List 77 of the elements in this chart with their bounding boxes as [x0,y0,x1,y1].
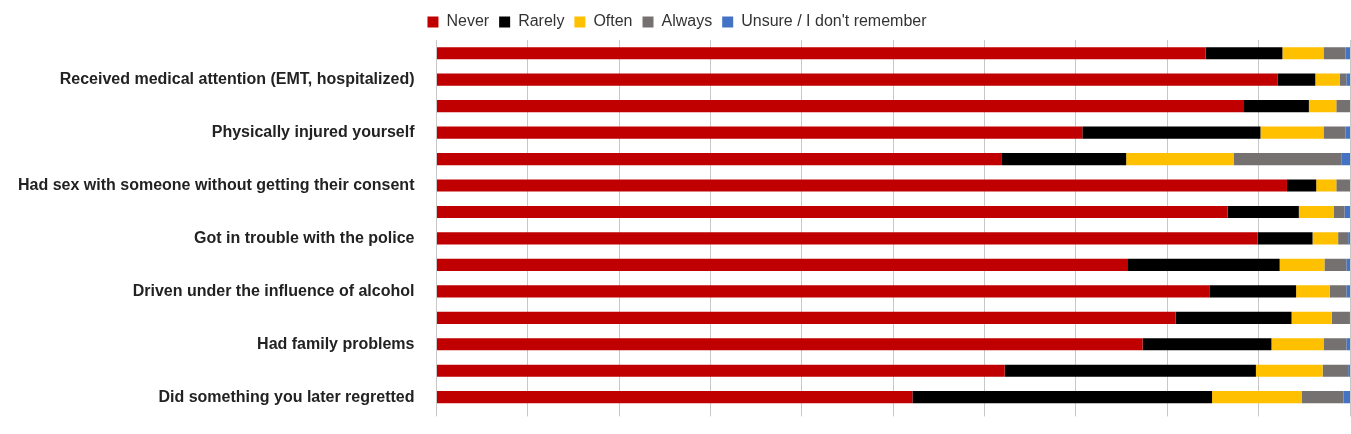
bar [1286,179,1317,192]
y-tick-label: Driven under the influence of alcohol [132,281,415,299]
bar [1324,258,1347,271]
legend-label: Never [446,12,490,30]
bar [1271,338,1324,351]
bar [1315,73,1340,86]
bar [436,285,1210,298]
bar [436,73,1278,86]
bar [1175,311,1292,324]
bar [1323,126,1346,139]
bar [1257,232,1313,245]
bar [1227,205,1299,219]
bar [1316,179,1337,192]
bar [436,391,913,404]
bar [1343,391,1350,404]
legend-label: Always [661,12,713,30]
bar [1142,338,1272,351]
bar [1346,258,1350,271]
bar [1260,126,1324,139]
bar [912,391,1213,404]
bar [436,152,1002,166]
y-tick-label: Physically injured yourself [211,123,416,141]
bar [1346,338,1350,351]
y-tick-label: Did something you later regretted [158,387,415,405]
legend-label: Often [593,12,633,30]
bar [1126,152,1234,166]
bar [1128,258,1280,271]
bar [436,364,1005,377]
bar [1336,179,1350,192]
bar [436,338,1143,351]
bar [436,205,1228,219]
bar [436,232,1258,245]
bar [1312,232,1339,245]
bar [1322,364,1349,377]
bar [1338,232,1349,245]
bar [1212,391,1302,404]
bar [1345,47,1350,60]
bar [1298,205,1334,219]
bar [436,126,1083,139]
bar [1255,364,1323,377]
bar [1205,47,1283,60]
bar [436,100,1245,113]
bar [1277,73,1316,86]
bar [1339,73,1347,86]
bar [1001,152,1127,166]
y-tick-label: Had sex with someone without getting their consent [17,175,416,193]
bar [436,258,1129,271]
bar [1323,47,1346,60]
bar [1282,47,1324,60]
y-tick-label: Got in trouble with the police [194,228,415,246]
y-tick-label: Had family problems [257,334,415,352]
bar [1279,258,1325,271]
bar [1291,311,1332,324]
bar [1341,152,1350,166]
bar [436,47,1206,60]
bar [1323,338,1347,351]
bar [1333,205,1345,219]
bar [436,179,1287,192]
bar [1336,100,1350,113]
bar [1345,126,1350,139]
legend-label: Unsure / I don't remember [741,12,928,30]
bar [436,311,1176,324]
bar [1301,391,1344,404]
bar [1329,285,1347,298]
bar [1209,285,1297,298]
bar [1346,285,1350,298]
legend-label: Rarely [518,12,565,30]
bar [1082,126,1261,139]
bar [1004,364,1256,377]
bar [1296,285,1330,298]
bar [1344,205,1350,219]
bar [1308,100,1337,113]
y-tick-label: Received medical attention (EMT, hospitalized) [59,70,415,88]
bar [1244,100,1309,113]
bar [1331,311,1350,324]
bar [1233,152,1342,166]
bar [1346,73,1350,86]
